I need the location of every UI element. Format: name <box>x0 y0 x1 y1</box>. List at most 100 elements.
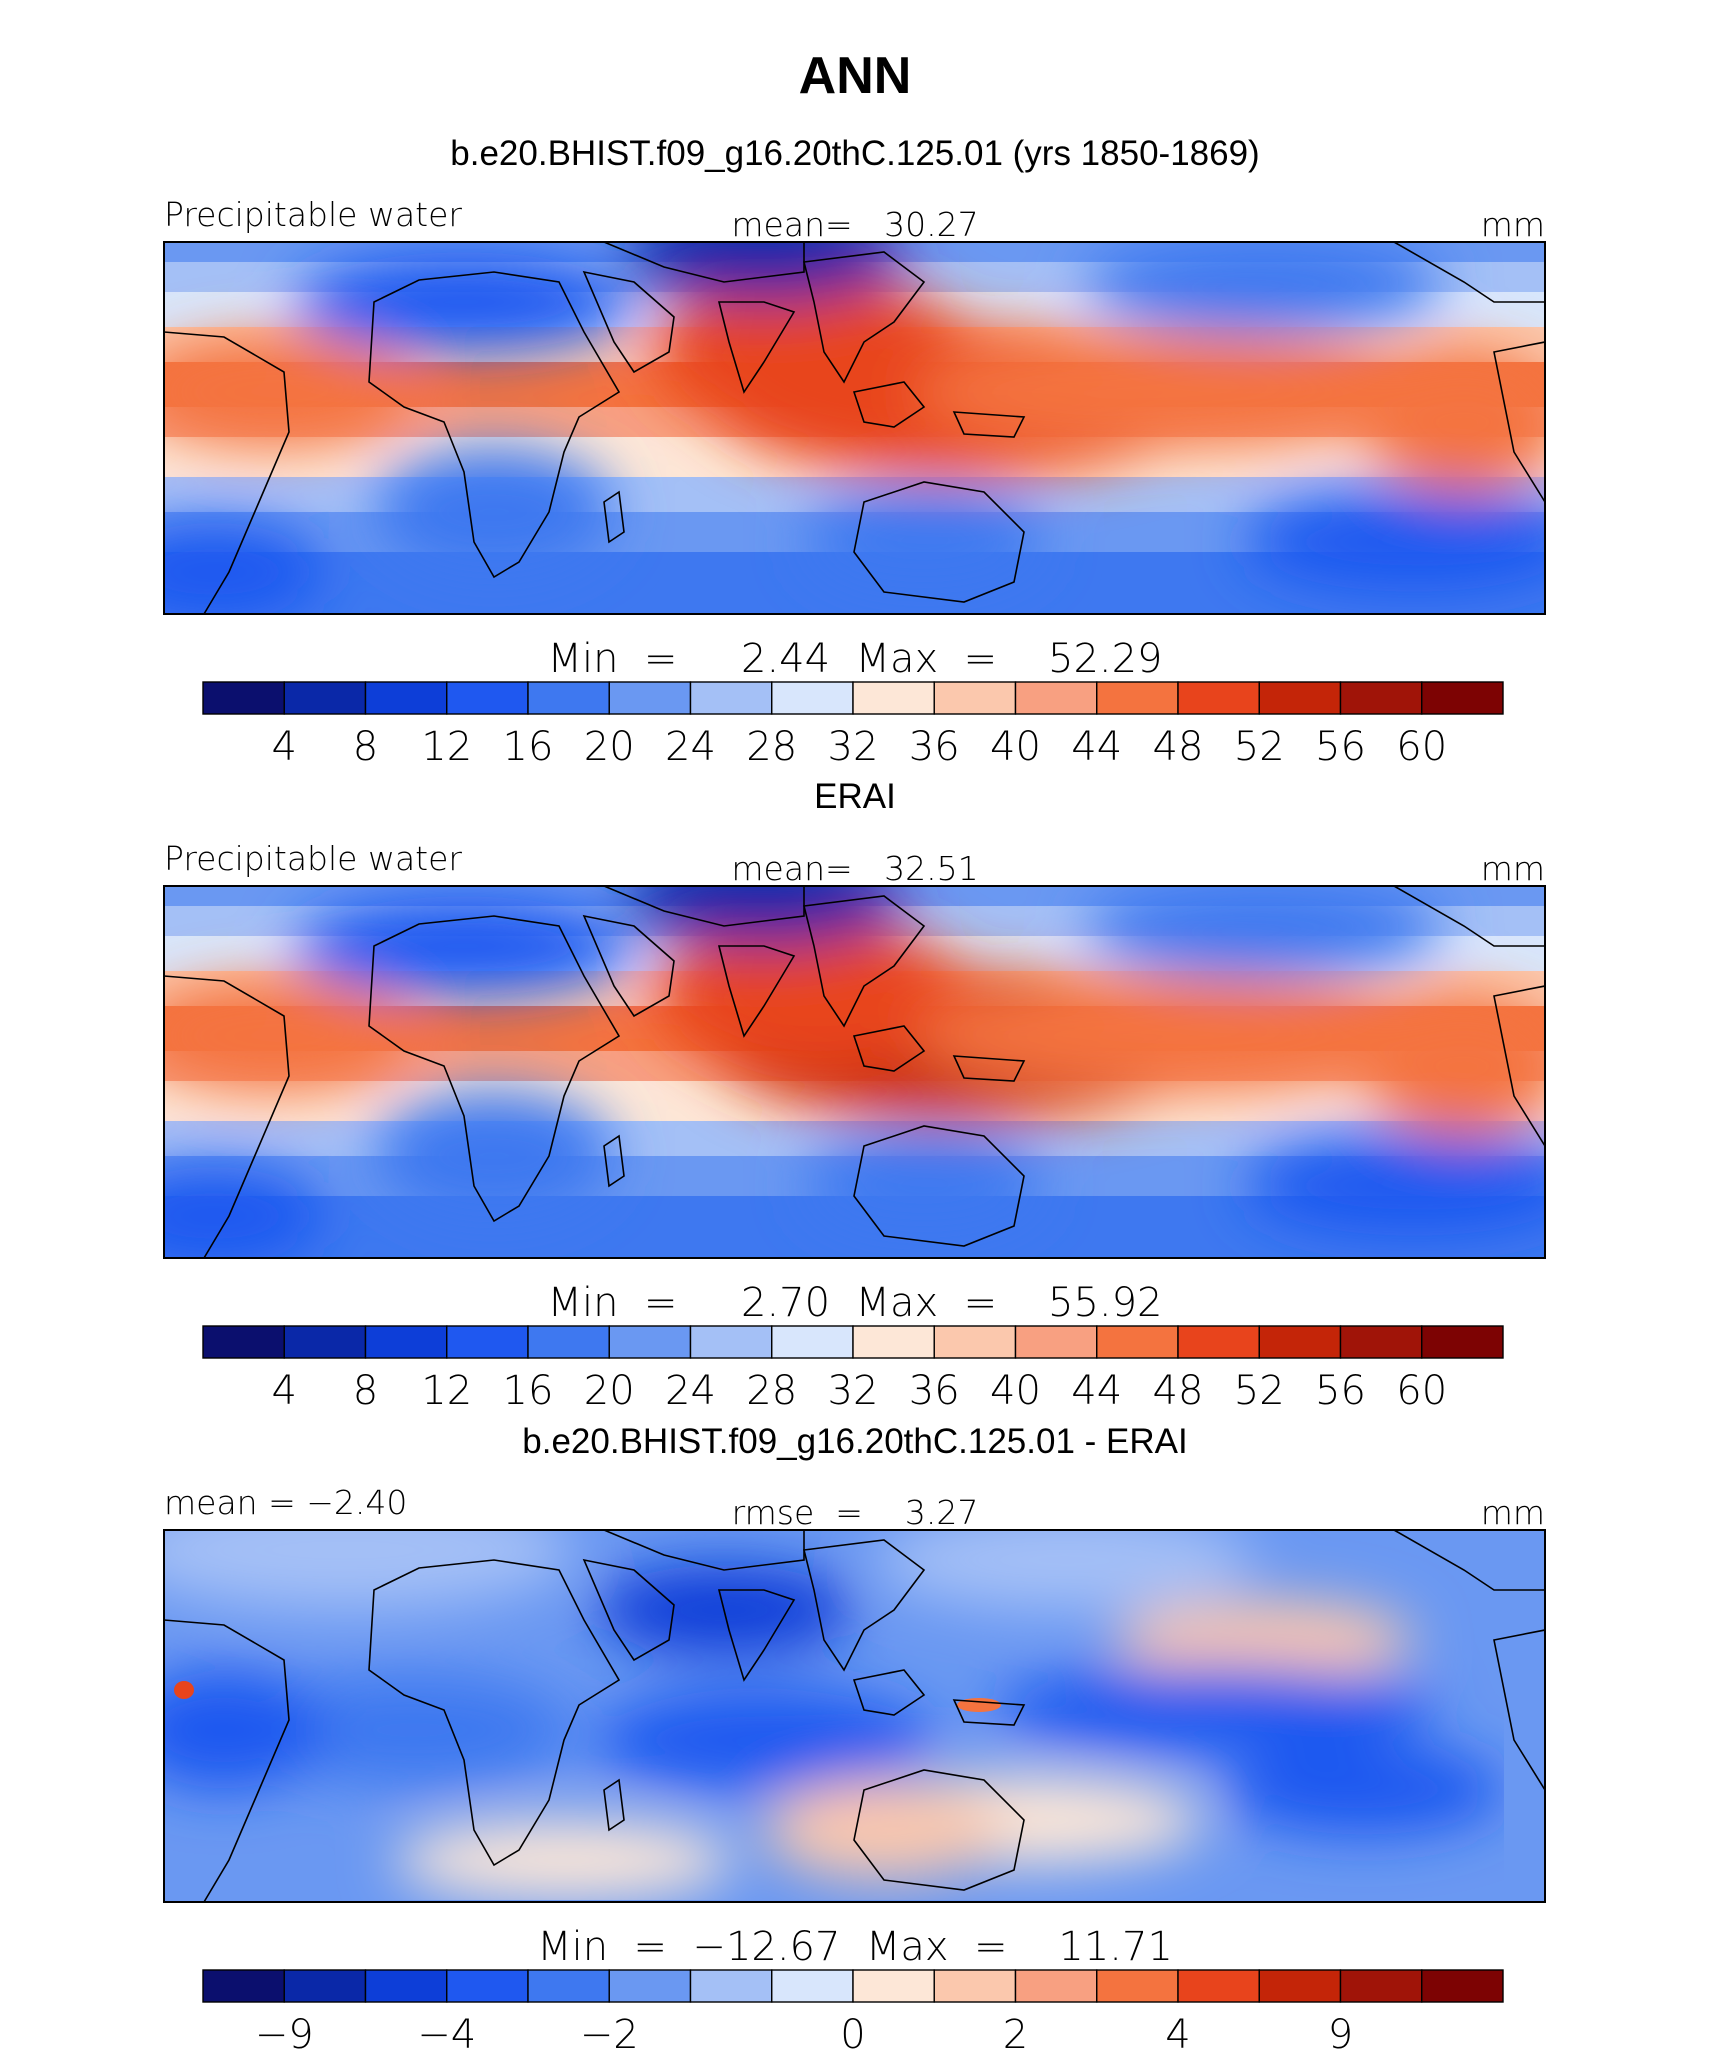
map-frame <box>163 1529 1546 1903</box>
field-blobs <box>164 242 1545 614</box>
panel-left-label: Precipitable water <box>164 839 462 878</box>
colorbar-swatch <box>1339 681 1423 715</box>
colorbar-tick-label: 2 <box>1003 2012 1028 2051</box>
field-blob <box>804 1136 1044 1236</box>
field-blob <box>164 337 414 447</box>
colorbar: 4 8 12 16 20 24 28 32 36 40 44 48 52 56 60 <box>202 1325 1504 1414</box>
colorbar-swatch <box>933 1969 1017 2003</box>
colorbar-swatch <box>1096 681 1179 715</box>
colorbar-tick-label: 48 <box>1153 724 1204 770</box>
coastline <box>852 1669 926 1716</box>
coastline <box>803 1539 926 1672</box>
field-blobs <box>164 886 1545 1258</box>
panels: b.e20.BHIST.f09_g16.20thC.125.01 (yrs 18… <box>163 134 1546 2051</box>
colorbar-tick-label: 60 <box>1396 1368 1447 1414</box>
colorbar-swatch <box>1014 1325 1098 1359</box>
colorbar-swatch <box>1421 681 1504 715</box>
panel-minmax: Min = 2.44 Max = 52.29 <box>548 636 1163 682</box>
colorbar-swatch <box>771 1969 854 2003</box>
field-layer <box>164 242 1545 614</box>
coastline <box>852 381 926 428</box>
colorbar-swatch <box>202 681 285 715</box>
colorbar-swatch <box>527 1325 610 1359</box>
colorbar-tick-label: 9 <box>1328 2012 1353 2051</box>
panel-units: mm <box>1481 1493 1545 1532</box>
panel-obs: ERAI Precipitable water mean= 32.51 mm Min =… <box>163 777 1546 1414</box>
field-blob <box>1244 1136 1545 1236</box>
panel-center-label: mean= 32.51 <box>731 849 978 888</box>
field-blob <box>594 1690 934 1790</box>
colorbar-tick-label: 20 <box>584 724 635 770</box>
colorbar-swatch <box>527 681 610 715</box>
field-blob <box>164 1670 324 1790</box>
panel-minmax: Min = 2.70 Max = 55.92 <box>548 1280 1163 1326</box>
colorbar-tick-label: 32 <box>828 724 879 770</box>
coastline <box>603 242 805 283</box>
coastline <box>164 975 290 1258</box>
field-blob <box>1364 996 1545 1136</box>
coastline <box>717 301 796 394</box>
colorbar-tick-label: 16 <box>503 724 554 770</box>
field-blob <box>874 1530 1254 1610</box>
colorbar-swatch <box>1177 1969 1260 2003</box>
colorbar-tick-label: 44 <box>1071 724 1122 770</box>
panel-units: mm <box>1481 849 1545 888</box>
map-frame <box>163 241 1546 615</box>
panel-minmax: Min = −12.67 Max = 11.71 <box>537 1924 1173 1970</box>
colorbar-swatch <box>1421 1969 1504 2003</box>
field-blob <box>654 921 974 1071</box>
field-blob <box>1084 242 1444 332</box>
panel-model: b.e20.BHIST.f09_g16.20thC.125.01 (yrs 18… <box>163 134 1546 770</box>
field-blob <box>164 981 414 1091</box>
coastline <box>717 1589 796 1682</box>
field-blob <box>624 242 904 302</box>
colorbar-tick-label: −4 <box>417 2012 476 2051</box>
coastline <box>603 490 625 544</box>
coastline <box>582 914 675 1018</box>
coastline <box>852 1025 926 1072</box>
panel-center-label: mean= 30.27 <box>731 205 978 244</box>
colorbar-swatch <box>1177 1325 1260 1359</box>
coastline <box>853 1125 1025 1247</box>
colorbar-swatch <box>1177 681 1260 715</box>
colorbar-swatch <box>527 1969 610 2003</box>
coastline <box>1493 985 1545 1148</box>
colorbar-tick-label: 12 <box>421 1368 472 1414</box>
colorbar-swatch <box>283 1969 367 2003</box>
coastline <box>603 886 805 927</box>
coastlines <box>164 1530 1545 1902</box>
field-blob <box>1084 886 1444 976</box>
colorbar-swatch <box>446 681 529 715</box>
colorbar-tick-label: 56 <box>1315 1368 1366 1414</box>
field-blob <box>1114 1600 1414 1680</box>
field-blob <box>804 492 1044 592</box>
field-blob <box>1244 492 1545 592</box>
field-blob <box>164 1530 574 1610</box>
colorbar-swatch <box>283 1325 367 1359</box>
coastline <box>1493 1629 1545 1792</box>
colorbar-swatch <box>1014 1969 1098 2003</box>
coastline <box>1493 341 1545 504</box>
coastline <box>603 1778 625 1832</box>
field-content <box>164 242 1545 614</box>
colorbar-tick-label: 36 <box>909 724 960 770</box>
colorbar-tick-label: 28 <box>746 724 797 770</box>
coastlines <box>164 242 1545 614</box>
colorbar-swatch <box>1096 1969 1179 2003</box>
colorbar-tick-label: −9 <box>255 2012 314 2051</box>
colorbar-tick-label: 12 <box>421 724 472 770</box>
coastlines <box>164 886 1545 1258</box>
panel-title: ERAI <box>814 777 896 816</box>
coastline <box>1392 886 1545 947</box>
colorbar-tick-label: 20 <box>584 1368 635 1414</box>
colorbar-tick-label: 28 <box>746 1368 797 1414</box>
field-content <box>164 886 1545 1258</box>
coastline <box>368 915 621 1223</box>
colorbar-tick-label: 52 <box>1234 724 1285 770</box>
field-blob <box>914 981 1414 1091</box>
field-blob <box>164 1166 324 1258</box>
field-blob <box>294 252 634 352</box>
colorbar-swatch <box>608 1969 692 2003</box>
coastline <box>853 1769 1025 1891</box>
